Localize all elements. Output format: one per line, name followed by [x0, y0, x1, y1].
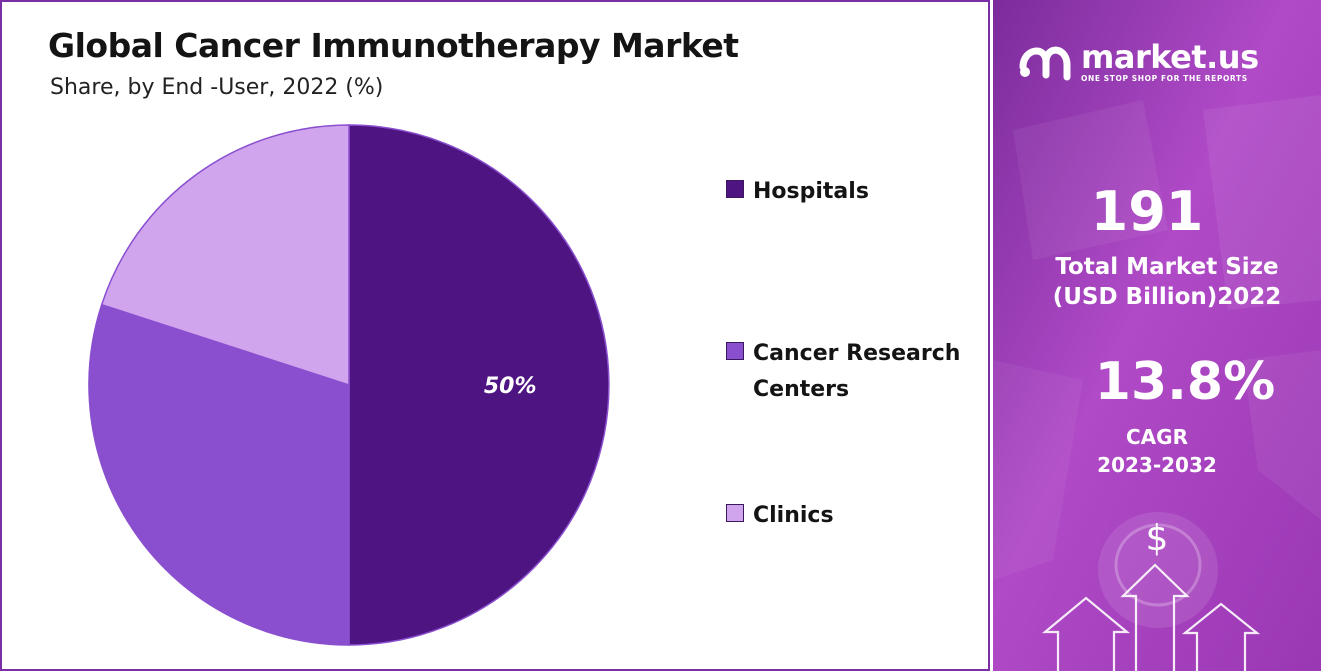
cagr-label-line1: CAGR — [1126, 425, 1188, 449]
legend-label-clinics: Clinics — [753, 503, 834, 528]
brand-logo: market.us ONE STOP SHOP FOR THE REPORTS — [1017, 40, 1259, 83]
legend-swatch-cancer-research-centers — [726, 342, 744, 360]
market-us-logo-icon — [1019, 46, 1071, 80]
legend-swatch-hospitals — [726, 180, 744, 198]
legend-label-cancer-research-centers: Cancer Research Centers — [753, 341, 961, 402]
cagr-value: 13.8% — [1094, 352, 1276, 412]
cagr-label-line2: 2023-2032 — [1097, 453, 1217, 477]
brand-name: market.us — [1081, 38, 1259, 76]
market-size-label-line1: Total Market Size — [1055, 254, 1279, 280]
chart-title: Global Cancer Immunotherapy Market — [48, 26, 739, 65]
legend-item-hospitals: Hospitals — [726, 174, 983, 210]
legend: Hospitals Cancer Research Centers Clinic… — [726, 2, 986, 671]
market-size-value: 191 — [1090, 180, 1204, 243]
pie-slice-hospitals — [348, 124, 610, 646]
legend-swatch-clinics — [726, 504, 744, 522]
pie-slice-clinics — [100, 124, 350, 387]
legend-item-cancer-research-centers: Cancer Research Centers — [726, 336, 983, 408]
chart-panel: Global Cancer Immunotherapy Market Share… — [0, 0, 990, 671]
market-size-label-line2: (USD Billion)2022 — [1052, 284, 1282, 310]
growth-arrows-icon — [1041, 563, 1261, 671]
legend-label-hospitals: Hospitals — [753, 179, 869, 204]
pie-chart: 50% — [88, 124, 610, 646]
legend-item-clinics: Clinics — [726, 498, 983, 534]
chart-subtitle: Share, by End -User, 2022 (%) — [50, 75, 384, 100]
brand-tagline: ONE STOP SHOP FOR THE REPORTS — [1081, 74, 1248, 83]
pie-slice-cancer-research-centers — [88, 303, 350, 646]
data-label-hospitals: 50% — [484, 374, 537, 399]
dollar-icon: $ — [1145, 518, 1169, 559]
side-panel-background — [993, 0, 1321, 671]
side-panel: market.us ONE STOP SHOP FOR THE REPORTS … — [993, 0, 1321, 671]
